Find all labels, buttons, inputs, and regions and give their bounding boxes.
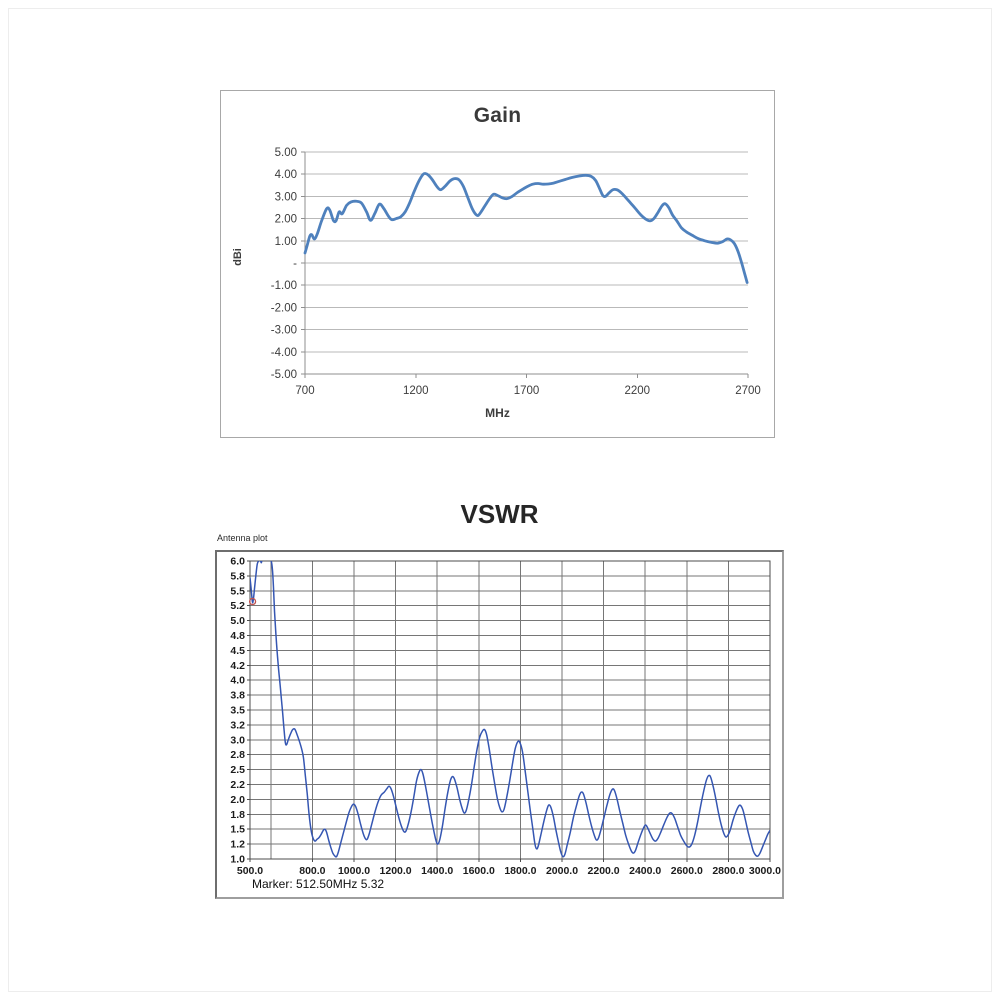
vswr-y-tick-label: 5.0 <box>230 615 245 627</box>
gain-curve <box>303 172 749 284</box>
vswr-plot-svg: 6.0 5.8 5.5 5.2 5.0 4.8 4.5 4.2 4.0 3.8 3.5 3.2 3.0 2… <box>230 556 781 878</box>
vswr-y-tick-label: 5.8 <box>230 570 245 582</box>
vswr-marker-point <box>248 597 257 606</box>
vswr-chart-title: VSWR <box>460 499 539 529</box>
vswr-y-tick-label: 3.2 <box>230 719 245 731</box>
vswr-y-tick-label: 2.2 <box>230 779 245 791</box>
gain-y-axis-title: dBi <box>232 248 244 266</box>
vswr-y-tick-label: 2.0 <box>230 794 245 806</box>
gain-y-tick-label: -5.00 <box>271 369 297 381</box>
vswr-x-tick-label: 1200.0 <box>380 865 412 877</box>
gain-y-tick-label: -2.00 <box>271 302 297 314</box>
vswr-x-tick-label: 1800.0 <box>504 865 536 877</box>
vswr-y-tick-label: 4.8 <box>230 630 245 642</box>
vswr-y-tick-label: 4.5 <box>230 645 245 657</box>
vswr-y-tick-label: 3.8 <box>230 690 245 702</box>
vswr-x-tick-label: 800.0 <box>299 865 325 877</box>
vswr-y-tick-label: 1.8 <box>230 809 245 821</box>
gain-y-tick-label: - <box>293 258 297 270</box>
vswr-y-tick-label: 3.0 <box>230 734 245 746</box>
gain-x-tick-label: 700 <box>295 385 314 397</box>
gain-y-tick-label: 1.00 <box>275 236 297 248</box>
gain-x-tick-label: 2200 <box>624 385 650 397</box>
vswr-plot-border <box>249 560 771 860</box>
vswr-x-tick-label: 3000.0 <box>749 865 781 877</box>
vswr-y-tick-label: 1.5 <box>230 824 245 836</box>
gain-y-tick-label: 4.00 <box>275 169 297 181</box>
gain-x-tick-label: 1700 <box>514 385 540 397</box>
vswr-x-tick-label: 2200.0 <box>588 865 620 877</box>
vswr-x-tick-label: 2000.0 <box>546 865 578 877</box>
gain-x-axis-title: MHz <box>485 406 510 420</box>
vswr-x-tick-label: 2600.0 <box>671 865 703 877</box>
vswr-x-tick-label: 500.0 <box>237 865 263 877</box>
vswr-x-tick-label: 2800.0 <box>712 865 744 877</box>
vswr-x-tick-label: 2400.0 <box>629 865 661 877</box>
gain-plot: 5.00 4.00 3.00 2.00 1.00 - -1.00 -2.00 -3.00 -4.0… <box>221 91 774 442</box>
vswr-curve <box>250 561 770 858</box>
vswr-y-tick-label: 2.5 <box>230 764 245 776</box>
vswr-chart-panel: 6.0 5.8 5.5 5.2 5.0 4.8 4.5 4.2 4.0 3.8 3.5 3.2 3.0 2… <box>215 550 784 899</box>
vswr-y-tick-label: 1.2 <box>230 839 245 851</box>
antenna-plot-label: Antenna plot <box>217 533 268 543</box>
gain-y-tick-label: -1.00 <box>271 280 297 292</box>
gain-y-tick-label: 3.00 <box>275 191 297 203</box>
vswr-marker-readout: Marker: 512.50MHz 5.32 <box>252 877 385 891</box>
vswr-y-tick-label: 5.2 <box>230 600 245 612</box>
gain-y-tick-label: 5.00 <box>275 147 297 159</box>
vswr-x-tick-label: 1400.0 <box>421 865 453 877</box>
gain-plot-svg: 5.00 4.00 3.00 2.00 1.00 - -1.00 -2.00 -3.00 -4.0… <box>271 147 761 397</box>
vswr-y-tick-label: 1.0 <box>230 854 245 866</box>
vswr-y-tick-label: 3.5 <box>230 705 245 717</box>
gain-x-tick-label: 1200 <box>403 385 429 397</box>
vswr-y-tick-label: 4.2 <box>230 660 245 672</box>
vswr-plot: 6.0 5.8 5.5 5.2 5.0 4.8 4.5 4.2 4.0 3.8 3.5 3.2 3.0 2… <box>217 552 782 902</box>
gain-chart-panel: Gain 5.00 4.00 3.00 2.00 1.00 - -1.00 -2.00 -3.0… <box>220 90 775 438</box>
gain-x-tick-label: 2700 <box>735 385 761 397</box>
vswr-y-tick-label: 4.0 <box>230 675 245 687</box>
gain-chart-title: Gain <box>473 104 522 127</box>
vswr-y-tick-label: 5.5 <box>230 585 245 597</box>
vswr-x-tick-label: 1600.0 <box>463 865 495 877</box>
gain-y-tick-label: 2.00 <box>275 214 297 226</box>
gain-y-tick-label: -4.00 <box>271 347 297 359</box>
vswr-x-tick-label: 1000.0 <box>338 865 370 877</box>
vswr-y-tick-label: 2.8 <box>230 749 245 761</box>
vswr-y-tick-label: 6.0 <box>230 556 245 568</box>
gain-y-tick-label: -3.00 <box>271 325 297 337</box>
